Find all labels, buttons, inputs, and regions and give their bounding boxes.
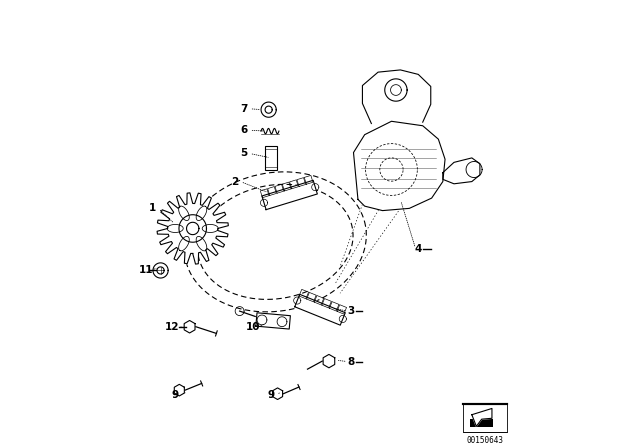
Polygon shape — [323, 354, 335, 368]
Text: 00150643: 00150643 — [467, 436, 503, 445]
Bar — [463, 404, 507, 432]
Polygon shape — [472, 409, 492, 426]
Text: 11: 11 — [139, 265, 153, 275]
Bar — [264, 146, 277, 170]
Text: 9: 9 — [268, 390, 275, 400]
Polygon shape — [256, 313, 291, 329]
Bar — [470, 419, 493, 427]
Text: 2: 2 — [232, 177, 239, 186]
Polygon shape — [294, 294, 346, 325]
Polygon shape — [262, 180, 317, 210]
Polygon shape — [353, 121, 445, 211]
Text: 8: 8 — [348, 357, 355, 366]
Text: 9: 9 — [172, 390, 179, 400]
Text: 12: 12 — [164, 322, 179, 332]
Text: 10: 10 — [246, 322, 260, 332]
Text: 4: 4 — [415, 244, 422, 254]
Polygon shape — [157, 193, 228, 264]
Text: 7: 7 — [241, 104, 248, 114]
Text: 5: 5 — [241, 148, 248, 159]
Text: 3: 3 — [348, 306, 355, 316]
Polygon shape — [273, 388, 283, 400]
Polygon shape — [184, 320, 195, 333]
Text: 6: 6 — [241, 125, 248, 135]
Polygon shape — [443, 158, 480, 184]
Polygon shape — [362, 70, 431, 124]
Text: 1: 1 — [149, 203, 156, 213]
Polygon shape — [174, 384, 184, 396]
